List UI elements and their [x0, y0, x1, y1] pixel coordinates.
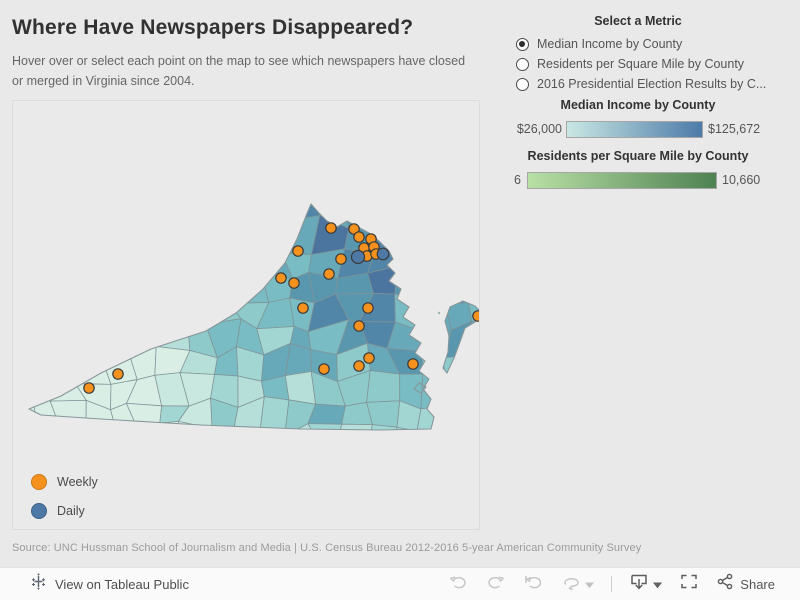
newspaper-point-weekly[interactable]: [112, 368, 124, 380]
view-on-tableau-public-label: View on Tableau Public: [55, 576, 189, 592]
newspaper-point-weekly[interactable]: [407, 358, 419, 370]
view-on-tableau-public-link[interactable]: View on Tableau Public: [30, 573, 189, 595]
revert-button[interactable]: [514, 568, 552, 600]
radio-icon[interactable]: [516, 37, 529, 51]
income-max-label: $125,672: [708, 122, 761, 136]
share-icon: [716, 573, 734, 595]
density-min-label: 6: [514, 173, 521, 187]
daily-dot-icon: [31, 503, 47, 519]
metric-selector-title: Select a Metric: [594, 14, 682, 28]
newspaper-point-daily[interactable]: [350, 249, 366, 265]
fullscreen-icon: [680, 573, 698, 595]
newspaper-point-weekly[interactable]: [472, 310, 479, 322]
density-max-label: 10,660: [722, 173, 761, 187]
refresh-button[interactable]: [552, 568, 603, 600]
legend-label: Daily: [57, 504, 85, 518]
state-outline: [28, 203, 479, 431]
point-type-legend: Weekly Daily: [31, 471, 98, 529]
income-legend-title: Median Income by County: [560, 98, 716, 112]
newspaper-point-weekly[interactable]: [325, 222, 337, 234]
income-min-label: $26,000: [516, 122, 562, 136]
chevron-down-icon: [585, 575, 595, 593]
chevron-down-icon: [653, 575, 663, 593]
density-legend-title: Residents per Square Mile by County: [527, 149, 749, 163]
newspaper-point-weekly[interactable]: [288, 277, 300, 289]
page-subtitle: Hover over or select each point on the m…: [12, 54, 466, 88]
redo-icon: [486, 574, 505, 595]
share-label: Share: [740, 576, 775, 592]
radio-label: Median Income by County: [537, 37, 683, 51]
tableau-logo-icon: [30, 573, 47, 595]
radio-icon[interactable]: [516, 77, 529, 91]
metric-option-election[interactable]: 2016 Presidential Election Results by C.…: [516, 74, 766, 94]
radio-icon[interactable]: [516, 57, 529, 71]
newspaper-point-weekly[interactable]: [323, 268, 335, 280]
legend-item-weekly[interactable]: Weekly: [31, 471, 98, 493]
viz-area: Where Have Newspapers Disappeared? Hover…: [12, 14, 767, 554]
download-button[interactable]: [620, 568, 671, 600]
radio-label: Residents per Square Mile by County: [537, 57, 745, 71]
newspaper-point-weekly[interactable]: [275, 272, 287, 284]
radio-label: 2016 Presidential Election Results by C.…: [537, 77, 767, 91]
newspaper-point-weekly[interactable]: [297, 302, 309, 314]
fullscreen-button[interactable]: [671, 568, 707, 600]
metric-option-median-income[interactable]: Median Income by County: [516, 34, 682, 54]
newspaper-point-weekly[interactable]: [335, 253, 347, 265]
newspaper-point-weekly[interactable]: [353, 360, 365, 372]
undo-icon: [449, 574, 468, 595]
newspaper-point-weekly[interactable]: [353, 231, 365, 243]
virginia-choropleth-map[interactable]: [13, 101, 479, 529]
newspaper-point-weekly[interactable]: [318, 363, 330, 375]
virginia-map-panel[interactable]: Weekly Daily: [12, 100, 480, 530]
undo-button[interactable]: [440, 568, 477, 600]
toolbar-actions: Share: [440, 568, 784, 600]
newspaper-point-weekly[interactable]: [363, 352, 375, 364]
share-button[interactable]: Share: [707, 568, 784, 600]
weekly-dot-icon: [31, 474, 47, 490]
newspaper-point-weekly[interactable]: [292, 245, 304, 257]
county-mesh[interactable]: [13, 101, 479, 529]
redo-button[interactable]: [477, 568, 514, 600]
refresh-icon: [561, 574, 581, 595]
download-icon: [629, 573, 649, 595]
source-credit: Source: UNC Hussman School of Journalism…: [12, 542, 642, 554]
tableau-toolbar: View on Tableau Public: [0, 567, 800, 600]
newspaper-point-weekly[interactable]: [353, 320, 365, 332]
newspaper-points[interactable]: [83, 222, 479, 394]
density-gradient-bar: [527, 172, 717, 189]
legend-label: Weekly: [57, 475, 98, 489]
page-title: Where Have Newspapers Disappeared?: [12, 16, 414, 39]
newspaper-point-weekly[interactable]: [362, 302, 374, 314]
newspaper-point-daily[interactable]: [376, 247, 390, 261]
newspaper-point-weekly[interactable]: [83, 382, 95, 394]
metric-option-density[interactable]: Residents per Square Mile by County: [516, 54, 744, 74]
revert-icon: [523, 574, 543, 595]
toolbar-divider: [611, 576, 613, 592]
legend-item-daily[interactable]: Daily: [31, 500, 98, 522]
income-gradient-bar: [566, 121, 703, 138]
